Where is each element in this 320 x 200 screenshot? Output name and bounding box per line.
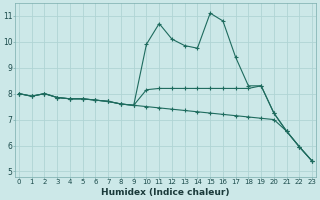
- X-axis label: Humidex (Indice chaleur): Humidex (Indice chaleur): [101, 188, 230, 197]
